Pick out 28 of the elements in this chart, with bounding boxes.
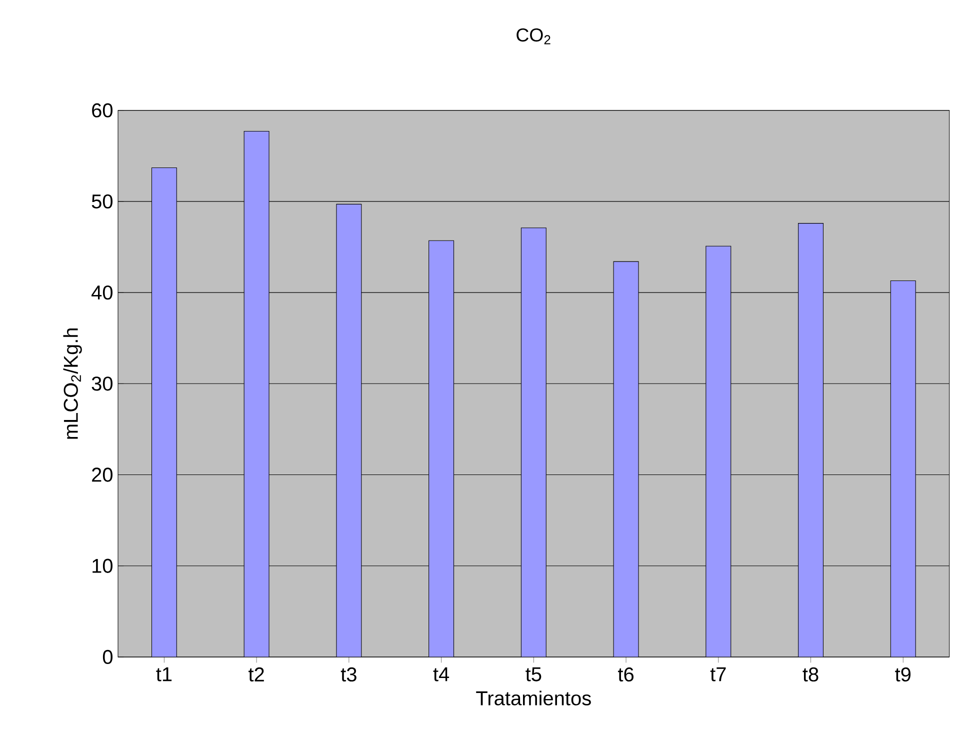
- y-tick-label: 60: [92, 103, 112, 118]
- bar: [890, 280, 916, 657]
- x-tick-label: t5: [526, 667, 542, 682]
- x-tick-label: t6: [618, 667, 634, 682]
- y-tick-label: 50: [92, 194, 112, 209]
- y-tick-label: 40: [92, 285, 112, 300]
- bar: [798, 223, 824, 657]
- x-tick-label: t3: [340, 667, 356, 682]
- x-tick-label: t1: [156, 667, 172, 682]
- bar: [520, 228, 546, 657]
- x-tick-label: t7: [710, 667, 726, 682]
- x-tick-label: t4: [433, 667, 450, 682]
- bar: [706, 246, 732, 657]
- x-tick-label: t9: [895, 667, 911, 682]
- bar: [336, 204, 362, 657]
- chart-title: CO$_{2}$: [516, 28, 550, 44]
- y-tick-label: 30: [92, 376, 112, 391]
- y-tick-label: 10: [92, 558, 112, 573]
- x-tick-label: t8: [802, 667, 818, 682]
- bar: [244, 131, 270, 657]
- y-axis-title: mLCO$_{2}$/Kg.h: [63, 328, 82, 439]
- bar: [428, 240, 454, 657]
- x-tick-label: t2: [248, 667, 264, 682]
- x-axis-title: Tratamientos: [476, 690, 591, 706]
- bar: [613, 261, 639, 657]
- y-tick-label: 20: [92, 468, 112, 482]
- y-tick-label: 0: [102, 650, 113, 664]
- bar: [151, 167, 177, 657]
